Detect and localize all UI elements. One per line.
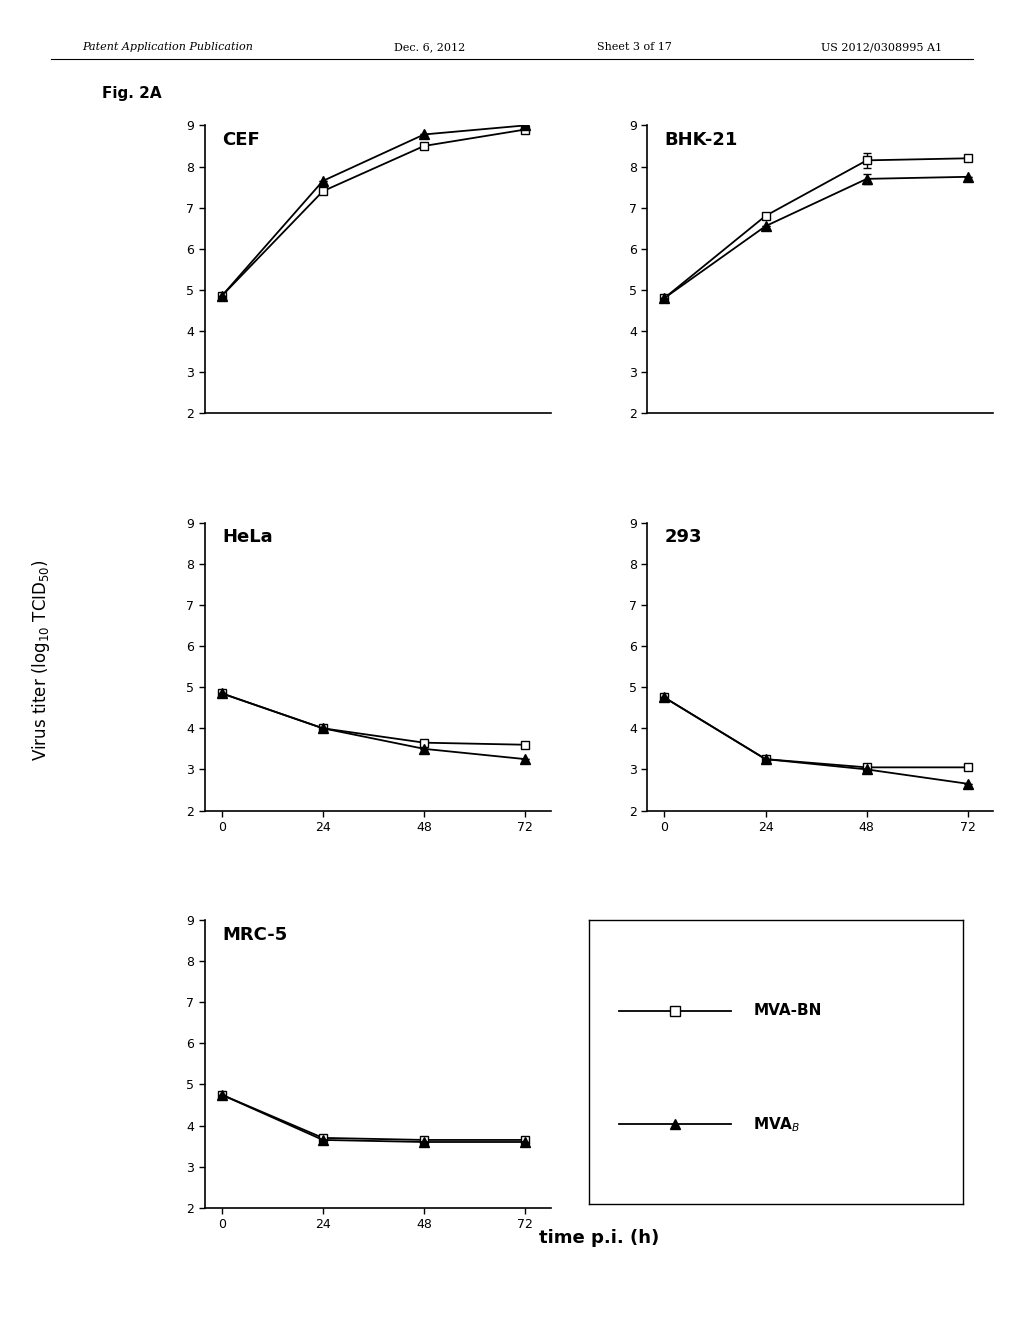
- Text: US 2012/0308995 A1: US 2012/0308995 A1: [821, 42, 942, 53]
- Text: MRC-5: MRC-5: [222, 925, 288, 944]
- Text: Sheet 3 of 17: Sheet 3 of 17: [597, 42, 673, 53]
- Text: Dec. 6, 2012: Dec. 6, 2012: [394, 42, 466, 53]
- Text: Fig. 2A: Fig. 2A: [102, 86, 162, 100]
- Text: BHK-21: BHK-21: [665, 131, 738, 149]
- Text: 293: 293: [665, 528, 702, 546]
- Text: Patent Application Publication: Patent Application Publication: [82, 42, 253, 53]
- Text: time p.i. (h): time p.i. (h): [539, 1229, 659, 1247]
- Text: CEF: CEF: [222, 131, 260, 149]
- Text: MVA-BN: MVA-BN: [754, 1003, 821, 1018]
- Text: Virus titer (log$_{10}$ TCID$_{50}$): Virus titer (log$_{10}$ TCID$_{50}$): [30, 560, 52, 760]
- Text: HeLa: HeLa: [222, 528, 272, 546]
- Text: MVA$_B$: MVA$_B$: [754, 1115, 801, 1134]
